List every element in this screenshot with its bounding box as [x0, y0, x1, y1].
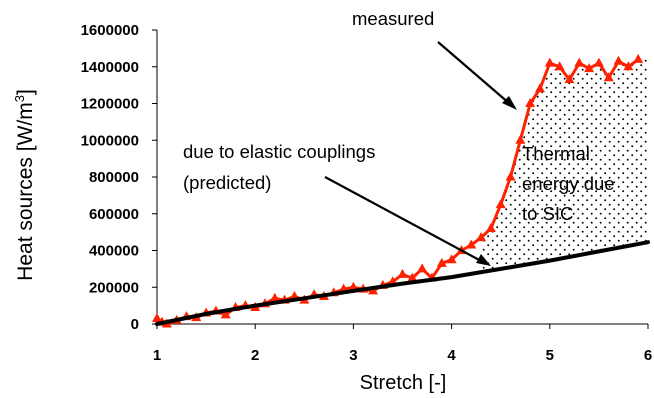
- measured-point: [574, 57, 585, 67]
- x-tick-label: 4: [447, 347, 456, 364]
- y-tick-label: 0: [131, 316, 139, 333]
- measured-point: [633, 53, 644, 63]
- measured-point: [505, 171, 516, 181]
- measured-point: [603, 72, 614, 82]
- measured-point: [220, 309, 231, 319]
- predicted-line: [155, 240, 650, 326]
- measured-point: [564, 74, 575, 84]
- measured-point: [525, 98, 536, 107]
- measured-point: [397, 268, 408, 278]
- measured-point: [515, 134, 526, 144]
- y-tick-label: 1600000: [81, 22, 139, 39]
- y-tick-label: 600000: [89, 206, 139, 223]
- annotation-predicted-line-1: due to elastic couplings: [183, 141, 375, 162]
- y-tick-label: 1400000: [81, 59, 139, 76]
- arrow-predicted: [324, 176, 491, 266]
- y-tick-label: 400000: [89, 243, 139, 260]
- shaded-region: [481, 59, 648, 273]
- measured-point: [584, 63, 595, 73]
- x-tick-label: 3: [349, 347, 357, 364]
- y-tick-label: 800000: [89, 169, 139, 186]
- measured-point: [544, 57, 555, 67]
- measured-point: [593, 57, 604, 67]
- x-tick-label: 6: [644, 347, 652, 364]
- measured-point: [466, 239, 477, 249]
- x-tick-label: 2: [251, 347, 259, 364]
- x-tick-label: 5: [546, 347, 554, 364]
- y-tick-label: 200000: [89, 279, 139, 296]
- measured-point: [436, 257, 447, 267]
- measured-point: [495, 199, 506, 209]
- measured-point: [269, 292, 280, 302]
- measured-point: [417, 263, 428, 273]
- predicted-series: [155, 240, 650, 326]
- measured-point: [348, 281, 359, 291]
- annotation-sic-line-1: Thermal: [522, 143, 590, 164]
- x-axis-label: Stretch [-]: [360, 372, 447, 394]
- measured-point: [623, 61, 634, 71]
- measured-point: [554, 61, 565, 71]
- measured-point: [446, 254, 457, 264]
- measured-point: [407, 272, 418, 282]
- annotation-sic-line-3: to SIC: [522, 203, 573, 224]
- thermal-energy-region: [481, 59, 648, 273]
- tick-labels: 0 200000 400000 600000 800000 1000000 1200000 1…: [81, 22, 653, 364]
- measured-point: [534, 83, 545, 93]
- annotation-measured: measured: [352, 8, 434, 29]
- annotation-sic-line-2: energy due: [522, 173, 615, 194]
- arrow-measured: [437, 41, 517, 110]
- y-tick-label: 1200000: [81, 96, 139, 113]
- measured-point: [485, 222, 496, 232]
- measured-point: [476, 232, 487, 242]
- y-axis-label: Heat sources [W/m3]: [12, 89, 37, 281]
- x-tick-label: 1: [153, 347, 161, 364]
- measured-point: [152, 312, 162, 322]
- y-tick-label: 1000000: [81, 132, 139, 149]
- measured-point: [613, 55, 624, 65]
- annotation-predicted-line-2: (predicted): [183, 172, 271, 193]
